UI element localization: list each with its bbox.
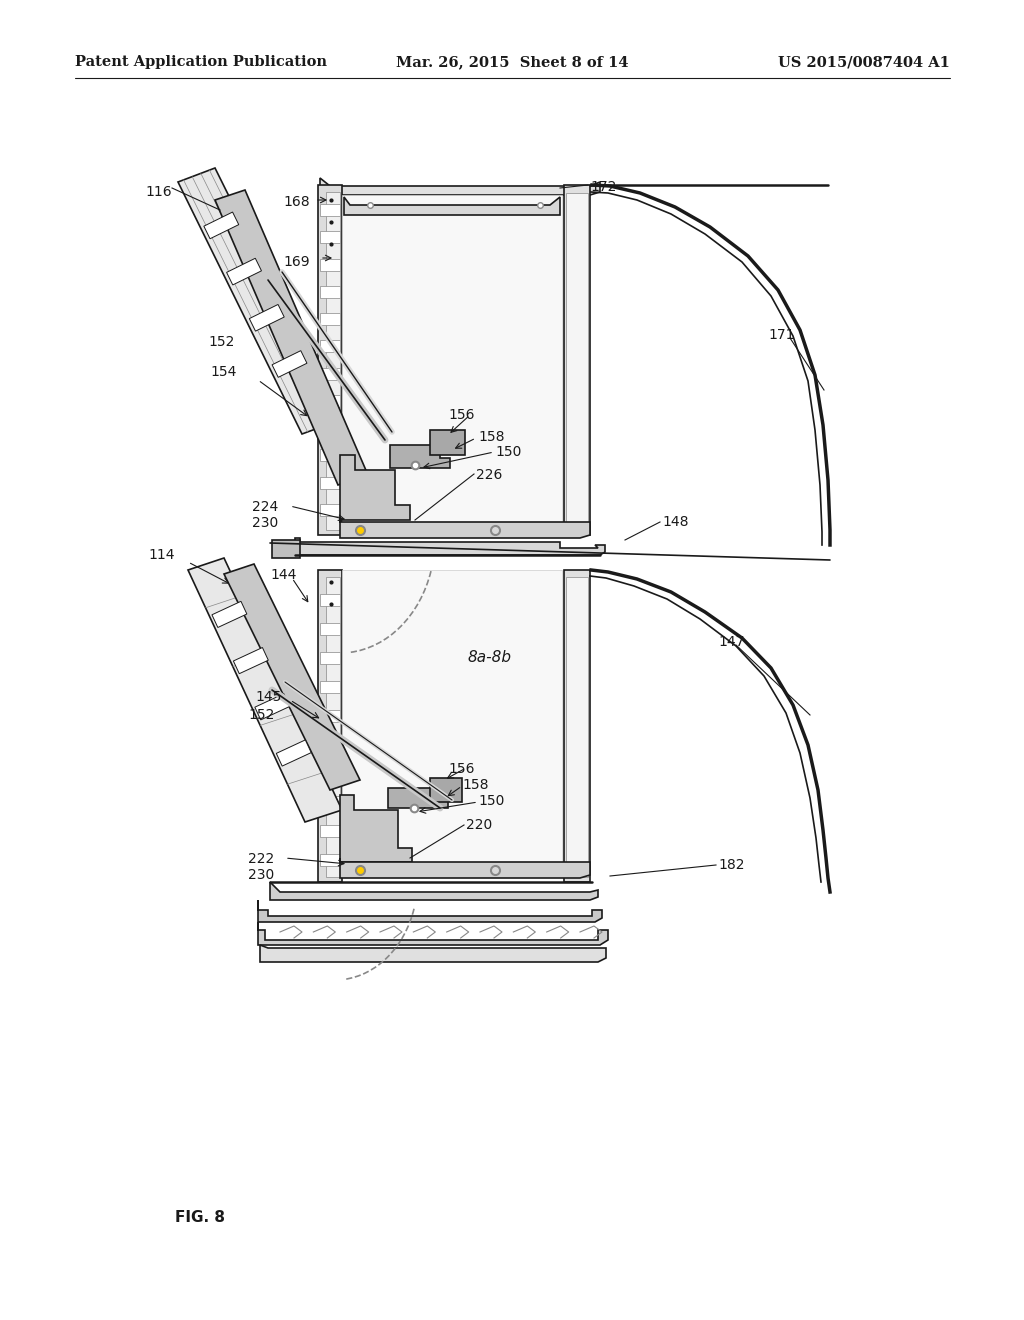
Text: 226: 226: [476, 469, 503, 482]
Polygon shape: [566, 577, 588, 876]
Text: 230: 230: [252, 516, 279, 531]
Polygon shape: [319, 504, 340, 516]
Polygon shape: [260, 945, 606, 962]
Text: 220: 220: [466, 818, 493, 832]
Polygon shape: [340, 795, 412, 862]
Text: 182: 182: [718, 858, 744, 873]
Polygon shape: [319, 313, 340, 325]
Polygon shape: [319, 738, 340, 751]
Polygon shape: [295, 539, 605, 554]
Polygon shape: [564, 185, 590, 535]
Text: 150: 150: [478, 795, 505, 808]
Text: 156: 156: [449, 408, 474, 422]
Polygon shape: [388, 788, 449, 808]
Polygon shape: [326, 577, 340, 876]
Polygon shape: [212, 602, 247, 627]
Polygon shape: [224, 564, 360, 789]
Polygon shape: [430, 777, 462, 803]
Text: 154: 154: [210, 366, 237, 379]
Text: 144: 144: [270, 568, 296, 582]
Text: 114: 114: [148, 548, 174, 562]
Text: 158: 158: [478, 430, 505, 444]
Text: 156: 156: [449, 762, 474, 776]
Polygon shape: [319, 231, 340, 243]
Polygon shape: [319, 710, 340, 722]
Polygon shape: [270, 882, 598, 900]
Polygon shape: [319, 854, 340, 866]
Text: Mar. 26, 2015  Sheet 8 of 14: Mar. 26, 2015 Sheet 8 of 14: [395, 55, 629, 69]
Polygon shape: [319, 205, 340, 216]
Polygon shape: [566, 193, 588, 531]
Polygon shape: [319, 259, 340, 271]
Polygon shape: [319, 681, 340, 693]
Polygon shape: [319, 652, 340, 664]
Polygon shape: [319, 341, 340, 352]
Polygon shape: [226, 259, 261, 285]
Text: 145: 145: [255, 690, 282, 704]
Text: 169: 169: [283, 255, 309, 269]
Polygon shape: [204, 213, 239, 239]
Polygon shape: [258, 900, 602, 921]
Polygon shape: [390, 445, 450, 469]
Polygon shape: [215, 190, 368, 484]
Polygon shape: [340, 517, 590, 539]
Polygon shape: [319, 368, 340, 380]
Polygon shape: [249, 305, 285, 331]
Text: 172: 172: [590, 180, 616, 194]
Polygon shape: [344, 197, 560, 215]
Polygon shape: [276, 741, 311, 766]
Polygon shape: [319, 477, 340, 488]
Polygon shape: [430, 430, 465, 455]
Polygon shape: [564, 570, 590, 882]
Polygon shape: [255, 694, 290, 719]
Text: 152: 152: [208, 335, 234, 348]
Text: 230: 230: [248, 869, 274, 882]
Polygon shape: [319, 594, 340, 606]
Polygon shape: [326, 191, 340, 531]
Polygon shape: [319, 422, 340, 434]
Polygon shape: [233, 648, 268, 673]
Text: 150: 150: [495, 445, 521, 459]
Polygon shape: [272, 540, 300, 558]
Text: 158: 158: [462, 777, 488, 792]
Polygon shape: [342, 195, 562, 531]
Text: FIG. 8: FIG. 8: [175, 1210, 225, 1225]
Polygon shape: [319, 796, 340, 808]
Polygon shape: [319, 395, 340, 407]
Text: 147: 147: [718, 635, 744, 649]
Polygon shape: [258, 921, 608, 945]
Polygon shape: [340, 455, 410, 520]
Polygon shape: [319, 178, 600, 195]
Polygon shape: [342, 570, 562, 876]
Polygon shape: [319, 449, 340, 462]
Polygon shape: [318, 570, 342, 882]
Text: 152: 152: [248, 708, 274, 722]
Polygon shape: [319, 767, 340, 779]
Polygon shape: [319, 286, 340, 298]
Text: 224: 224: [252, 500, 279, 513]
Polygon shape: [319, 825, 340, 837]
Text: 222: 222: [248, 851, 274, 866]
Text: US 2015/0087404 A1: US 2015/0087404 A1: [778, 55, 950, 69]
Polygon shape: [272, 351, 307, 378]
Text: 168: 168: [283, 195, 309, 209]
Text: 8a-8b: 8a-8b: [468, 649, 512, 665]
Polygon shape: [318, 185, 342, 535]
Polygon shape: [319, 623, 340, 635]
Text: 116: 116: [145, 185, 172, 199]
Polygon shape: [178, 168, 340, 434]
Text: 148: 148: [662, 515, 688, 529]
Text: 171: 171: [768, 327, 795, 342]
Text: Patent Application Publication: Patent Application Publication: [75, 55, 327, 69]
Polygon shape: [188, 558, 342, 822]
Polygon shape: [340, 858, 590, 878]
